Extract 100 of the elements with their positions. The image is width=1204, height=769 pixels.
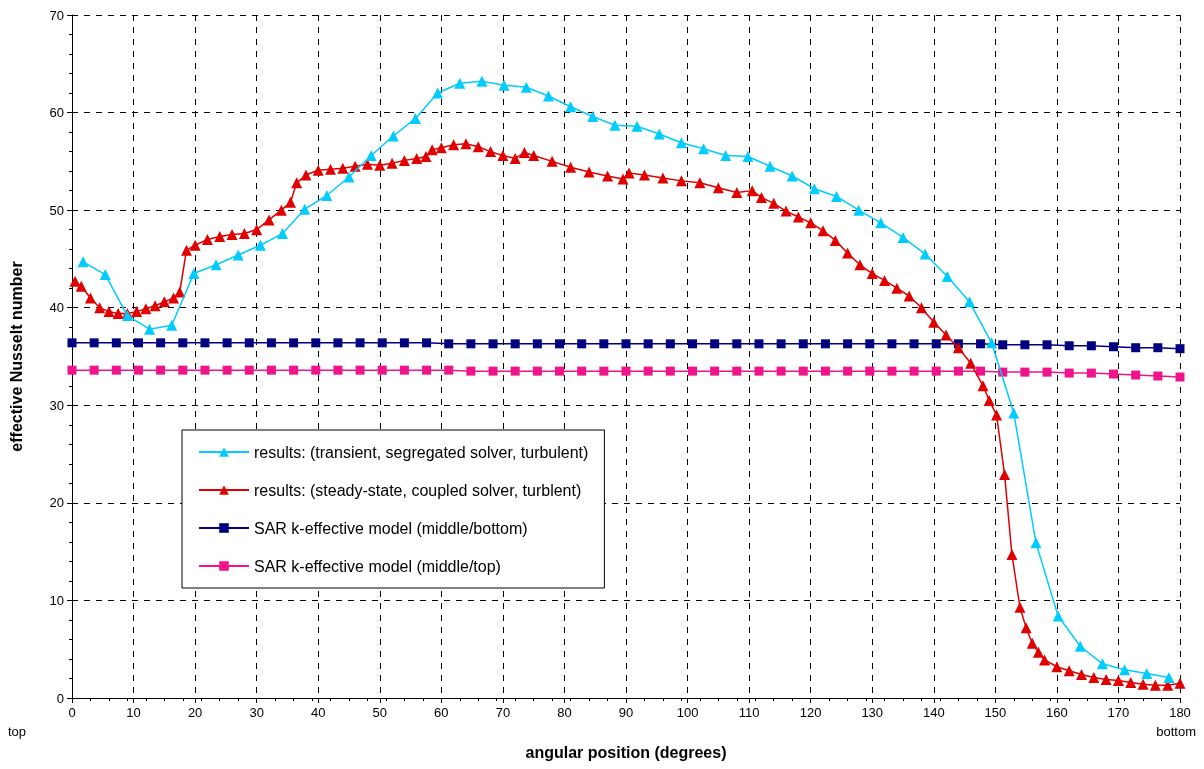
point <box>520 81 532 93</box>
legend-label: results: (steady-state, coupled solver, turblent) <box>254 481 582 499</box>
point <box>188 268 200 280</box>
point <box>422 338 432 348</box>
point <box>244 365 254 375</box>
point <box>289 338 299 348</box>
point <box>1020 340 1030 350</box>
point <box>542 90 554 102</box>
point <box>931 366 941 376</box>
point <box>665 366 675 376</box>
x-tick-label: 140 <box>922 705 945 720</box>
point <box>387 130 399 142</box>
point <box>67 338 77 348</box>
point <box>466 366 476 376</box>
point <box>454 77 466 89</box>
point <box>254 239 266 251</box>
point <box>820 366 830 376</box>
point <box>798 366 808 376</box>
point <box>488 339 498 349</box>
point <box>887 339 897 349</box>
point <box>577 366 587 376</box>
x-tick-label: 150 <box>984 705 1007 720</box>
point <box>1008 407 1020 419</box>
point <box>510 366 520 376</box>
point <box>976 339 986 349</box>
point <box>1096 658 1108 670</box>
point <box>931 339 941 349</box>
point <box>377 338 387 348</box>
point <box>963 296 975 308</box>
x-tick-label: 120 <box>799 705 822 720</box>
point <box>1131 370 1141 380</box>
point <box>609 119 621 131</box>
point <box>409 112 421 124</box>
point <box>498 79 510 91</box>
legend-label: results: (transient, segregated solver, turbulent) <box>254 443 589 461</box>
point <box>953 366 963 376</box>
y-tick-label: 30 <box>49 397 64 413</box>
x-tick-label: 110 <box>738 705 760 720</box>
point <box>89 338 99 348</box>
point <box>311 338 321 348</box>
point <box>222 365 232 375</box>
point <box>99 269 111 281</box>
y-tick-label: 70 <box>49 7 64 23</box>
point <box>919 248 931 260</box>
point <box>111 338 121 348</box>
x-tick-label: 30 <box>249 705 264 720</box>
point <box>843 366 853 376</box>
point <box>133 365 143 375</box>
point <box>941 270 953 282</box>
legend-label: SAR k-effective model (middle/top) <box>254 557 501 575</box>
point <box>432 87 444 99</box>
point <box>1074 640 1086 652</box>
point <box>178 338 188 348</box>
point <box>897 231 909 243</box>
point <box>289 365 299 375</box>
point <box>776 366 786 376</box>
point <box>1042 367 1052 377</box>
point <box>1030 537 1042 549</box>
x-tick-label: 170 <box>1107 705 1130 720</box>
point <box>166 319 178 331</box>
point <box>399 338 409 348</box>
point <box>156 338 166 348</box>
point <box>355 338 365 348</box>
text: top <box>8 724 27 739</box>
point <box>377 365 387 375</box>
point <box>776 339 786 349</box>
point <box>820 339 830 349</box>
point <box>1064 341 1074 351</box>
point <box>299 203 311 215</box>
point <box>1064 368 1074 378</box>
point <box>1042 340 1052 350</box>
point <box>321 190 333 202</box>
point <box>466 339 476 349</box>
point <box>355 365 365 375</box>
point <box>1175 372 1185 382</box>
point <box>710 339 720 349</box>
point <box>178 365 188 375</box>
x-tick-label: 40 <box>310 705 326 720</box>
point <box>698 143 710 155</box>
point <box>998 340 1008 350</box>
point <box>232 249 244 261</box>
point <box>444 339 454 349</box>
point <box>976 366 986 376</box>
point <box>1109 342 1119 352</box>
point <box>665 339 675 349</box>
point <box>643 366 653 376</box>
point <box>488 366 498 376</box>
x-tick-label: 50 <box>372 705 388 720</box>
point <box>710 366 720 376</box>
point <box>764 160 776 172</box>
x-axis-title: angular position (degrees) <box>525 743 727 761</box>
point <box>1175 344 1185 354</box>
point <box>1119 664 1131 676</box>
point <box>1163 672 1175 684</box>
point <box>1109 369 1119 379</box>
point <box>1086 368 1096 378</box>
x-tick-label: 160 <box>1046 705 1068 720</box>
point <box>875 217 887 229</box>
point <box>599 366 609 376</box>
point <box>687 339 697 349</box>
